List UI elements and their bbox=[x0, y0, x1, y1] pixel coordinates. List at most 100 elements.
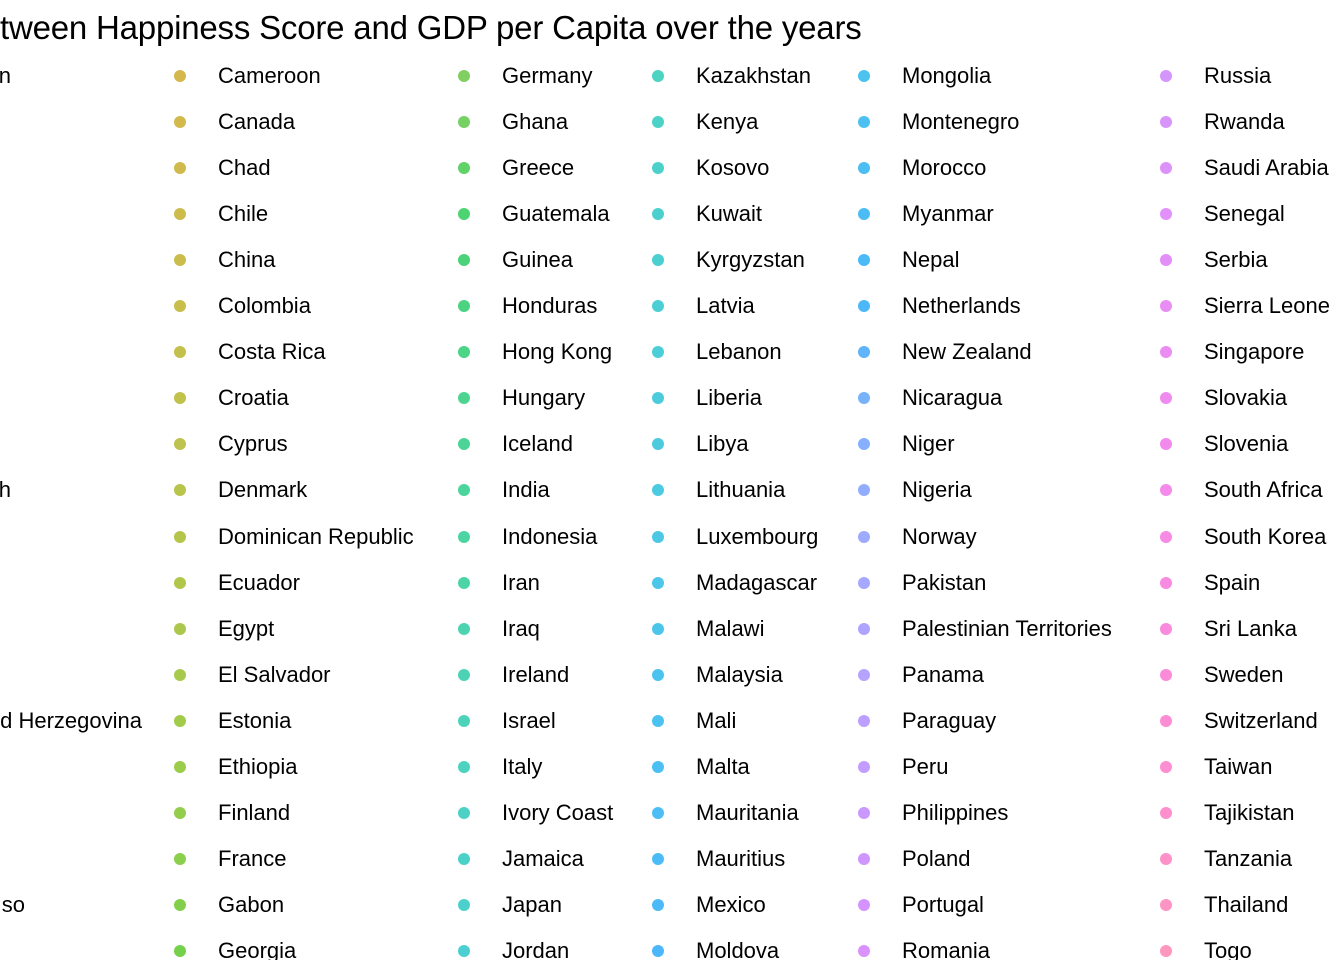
legend-key-dot bbox=[458, 438, 470, 451]
legend-item: Russia bbox=[0, 53, 1344, 99]
legend-item: Mali bbox=[0, 698, 1344, 744]
legend-item: Indonesia bbox=[0, 514, 1344, 560]
legend-label: Moldova bbox=[696, 937, 780, 960]
legend-label: Norway bbox=[902, 523, 977, 549]
legend-label: Philippines bbox=[902, 799, 1009, 825]
legend-item: Serbia bbox=[0, 237, 1344, 283]
legend-key-dot bbox=[1160, 714, 1172, 727]
legend-item: Ecuador bbox=[0, 560, 1344, 606]
legend-label: Pakistan bbox=[902, 569, 987, 595]
legend-item: Poland bbox=[0, 836, 1344, 882]
legend-item: Myanmar bbox=[0, 191, 1344, 237]
legend-label: Kuwait bbox=[696, 201, 763, 227]
legend-key-dot bbox=[174, 898, 186, 911]
legend-key-dot bbox=[458, 70, 470, 82]
legend-item: Chile bbox=[0, 191, 1344, 237]
legend-item: Senegal bbox=[0, 191, 1344, 237]
legend-key-dot bbox=[652, 254, 664, 267]
legend-item: Sweden bbox=[0, 652, 1344, 698]
legend-key-dot bbox=[858, 162, 870, 175]
legend-label: Chile bbox=[218, 201, 269, 227]
legend-item: Libya bbox=[0, 421, 1344, 467]
legend-key-dot bbox=[458, 852, 470, 865]
legend-label: Honduras bbox=[502, 293, 598, 319]
legend-key-dot bbox=[458, 484, 470, 497]
legend-key-dot bbox=[652, 208, 664, 221]
legend-key-dot bbox=[174, 622, 186, 635]
legend-key-dot bbox=[174, 576, 186, 589]
legend-key-dot bbox=[1160, 530, 1172, 543]
legend-key-dot bbox=[652, 714, 664, 727]
legend-key-dot bbox=[1160, 898, 1172, 911]
legend-item: d Herzegovina bbox=[0, 698, 1344, 744]
legend-item: Colombia bbox=[0, 283, 1344, 329]
legend-item: Kenya bbox=[0, 99, 1344, 145]
legend-key-dot bbox=[858, 208, 870, 221]
legend-label: Malta bbox=[696, 753, 750, 779]
legend-key-dot bbox=[174, 852, 186, 865]
legend-key-dot bbox=[458, 208, 470, 221]
legend-label: Jamaica bbox=[502, 845, 584, 871]
legend-key-dot bbox=[652, 944, 664, 957]
legend-label: South Korea bbox=[1204, 523, 1327, 549]
legend-label: Georgia bbox=[218, 937, 297, 960]
legend-label: Switzerland bbox=[1204, 707, 1318, 733]
legend-key-dot bbox=[858, 530, 870, 543]
legend-label: Finland bbox=[218, 799, 291, 825]
legend-key-dot bbox=[458, 898, 470, 911]
legend-key-dot bbox=[858, 760, 870, 773]
legend-key-dot bbox=[652, 300, 664, 313]
legend-item: Israel bbox=[0, 698, 1344, 744]
legend-label: India bbox=[502, 477, 550, 503]
legend-item: Mongolia bbox=[0, 53, 1344, 99]
legend-label: Madagascar bbox=[696, 569, 818, 595]
legend-item: Kosovo bbox=[0, 145, 1344, 191]
legend-key-dot bbox=[652, 116, 664, 129]
legend-label: Germany bbox=[502, 63, 593, 88]
legend-label: Taiwan bbox=[1204, 753, 1273, 779]
legend-key-dot bbox=[174, 438, 186, 451]
legend-label: Thailand bbox=[1204, 891, 1289, 917]
legend-key-dot bbox=[174, 392, 186, 405]
legend-label: Sweden bbox=[1204, 661, 1284, 687]
legend-item: Gabon bbox=[0, 882, 1344, 928]
legend-label: Indonesia bbox=[502, 523, 598, 549]
legend-label: Rwanda bbox=[1204, 109, 1285, 135]
legend-key-dot bbox=[652, 346, 664, 359]
legend-item: Guatemala bbox=[0, 191, 1344, 237]
legend-key-dot bbox=[174, 484, 186, 497]
legend-label: Mongolia bbox=[902, 63, 992, 88]
legend-label: Montenegro bbox=[902, 109, 1020, 135]
legend-label: Paraguay bbox=[902, 707, 997, 733]
legend-key-dot bbox=[1160, 162, 1172, 175]
legend-label: Mexico bbox=[696, 891, 766, 917]
legend-label: Iceland bbox=[502, 431, 573, 457]
legend-item: El Salvador bbox=[0, 652, 1344, 698]
legend-label: Canada bbox=[218, 109, 296, 135]
legend-label: Iraq bbox=[502, 615, 540, 641]
legend-key-dot bbox=[1160, 346, 1172, 359]
legend-key-dot bbox=[174, 346, 186, 359]
legend-key-dot bbox=[858, 806, 870, 819]
legend-item: Liberia bbox=[0, 375, 1344, 421]
legend-key-dot bbox=[1160, 254, 1172, 267]
legend-label: Guatemala bbox=[502, 201, 610, 227]
legend-label: China bbox=[218, 247, 276, 273]
legend-item: Malta bbox=[0, 744, 1344, 790]
legend-item: Kuwait bbox=[0, 191, 1344, 237]
legend-label: Sri Lanka bbox=[1204, 615, 1297, 641]
legend-item: Finland bbox=[0, 790, 1344, 836]
legend-key-dot bbox=[1160, 622, 1172, 635]
legend-key-dot bbox=[458, 576, 470, 589]
legend-label: Nepal bbox=[902, 247, 960, 273]
legend-key-dot bbox=[1160, 484, 1172, 497]
legend-key-dot bbox=[858, 484, 870, 497]
legend-label: Serbia bbox=[1204, 247, 1268, 273]
legend-key-dot bbox=[858, 438, 870, 451]
legend-label: Tanzania bbox=[1204, 845, 1293, 871]
legend-item: Latvia bbox=[0, 283, 1344, 329]
legend-item: Cameroon bbox=[0, 53, 1344, 99]
legend-key-dot bbox=[174, 254, 186, 267]
legend-key-dot bbox=[858, 254, 870, 267]
